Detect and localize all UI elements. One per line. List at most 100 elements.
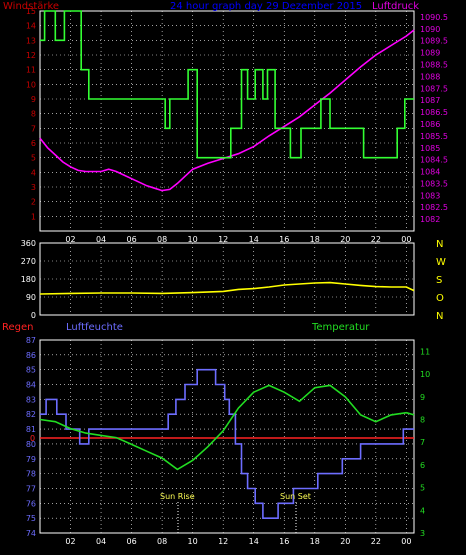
temperature-axis-label: Temperatur — [311, 322, 370, 333]
x-tick-label: 12 — [218, 537, 228, 546]
sunset-label: Sun Set — [280, 492, 311, 501]
x-tick-label: 22 — [371, 235, 381, 244]
y2-tick-label: 6 — [420, 461, 425, 470]
y2-tick-label: 1082.5 — [420, 203, 448, 212]
y-tick-label: 8 — [31, 110, 36, 119]
y2-tick-label: 10 — [420, 370, 430, 379]
y2-tick-label: 5 — [420, 484, 425, 493]
x-tick-label: 20 — [340, 537, 350, 546]
x-tick-label: 02 — [65, 235, 75, 244]
x-tick-label: 08 — [157, 537, 167, 546]
y-tick-label: 6 — [31, 139, 36, 148]
grid — [40, 242, 414, 316]
chart-title: 24 hour graph day 29 Dezember 2015 — [170, 1, 362, 12]
y-tick-label: 270 — [21, 257, 36, 266]
y-tick-label: 76 — [26, 499, 36, 508]
y-tick-label: 82 — [26, 410, 36, 419]
y2-tick-label: 8 — [420, 415, 425, 424]
y-tick-label: 85 — [26, 366, 36, 375]
y2-tick-label: 4 — [420, 506, 425, 515]
x-tick-label: 16 — [279, 537, 289, 546]
y-tick-label: 360 — [21, 239, 36, 248]
x-tick-label: 08 — [157, 235, 167, 244]
pressure-line — [39, 29, 415, 192]
y-tick-label: 87 — [26, 336, 36, 345]
y2-tick-label: 1083.5 — [420, 179, 448, 188]
y2-tick-label: 7 — [420, 438, 425, 447]
compass-tick-label: W — [436, 257, 446, 268]
direction-axis-ticks: 0 90 180 270 360 — [21, 239, 36, 320]
y-tick-label: 12 — [26, 51, 36, 60]
x-tick-label: 16 — [279, 235, 289, 244]
humidity-axis-ticks: 74 75 76 77 78 79 80 81 82 83 84 85 86 87 — [26, 336, 36, 538]
temperature-axis-ticks: 3 4 5 6 7 8 9 10 11 — [420, 347, 430, 538]
y-tick-label: 1 — [31, 212, 36, 221]
y-tick-label: 86 — [26, 351, 36, 360]
y2-tick-label: 1082 — [420, 215, 440, 224]
y2-tick-label: 1084 — [420, 168, 440, 177]
x-tick-label: 06 — [126, 537, 136, 546]
y2-tick-label: 3 — [420, 529, 425, 538]
y2-tick-label: 1089.5 — [420, 37, 448, 46]
y-tick-label: 10 — [26, 80, 36, 89]
y2-tick-label: 1084.5 — [420, 156, 448, 165]
y-tick-label: 79 — [26, 455, 36, 464]
y-tick-label: 9 — [31, 95, 36, 104]
humidity-axis-label: Luftfeuchte — [66, 322, 123, 333]
y2-tick-label: 1086.5 — [420, 108, 448, 117]
y2-tick-label: 1087 — [420, 96, 440, 105]
y-tick-label: 77 — [26, 484, 36, 493]
y-tick-label: 15 — [26, 7, 36, 16]
x-tick-label: 02 — [65, 537, 75, 546]
x-tick-label: 20 — [340, 235, 350, 244]
panel-frame — [39, 10, 415, 232]
x-tick-label: 14 — [249, 235, 259, 244]
x-tick-label: 10 — [188, 537, 198, 546]
x-tick-label: 10 — [188, 235, 198, 244]
pressure-axis-ticks: 1082 1082.5 1083 1083.5 1084 1084.5 1085 1085.5… — [420, 13, 448, 224]
y2-tick-label: 1083 — [420, 191, 440, 200]
y-tick-label: 80 — [26, 440, 36, 449]
x-tick-label: 22 — [371, 537, 381, 546]
y-tick-label: 74 — [26, 529, 36, 538]
y-tick-label: 84 — [26, 381, 36, 390]
y-tick-label: 2 — [31, 198, 36, 207]
pressure-axis-label: Luftdruck — [372, 1, 419, 12]
x-tick-label: 12 — [218, 235, 228, 244]
y2-tick-label: 1087.5 — [420, 84, 448, 93]
y2-tick-label: 1090.5 — [420, 13, 448, 22]
humidity-line — [40, 368, 414, 520]
y-tick-label: 75 — [26, 514, 36, 523]
time-axis-ticks: 02 04 06 08 10 12 14 16 18 20 22 00 — [65, 235, 411, 244]
y-tick-label: 7 — [31, 124, 36, 133]
y-tick-label: 3 — [31, 183, 36, 192]
y-tick-label: 13 — [26, 36, 36, 45]
temperature-line — [39, 384, 415, 471]
y2-tick-label: 1088.5 — [420, 61, 448, 70]
panel-frame — [39, 339, 415, 534]
wind-direction-line — [39, 281, 415, 295]
y2-tick-label: 1088 — [420, 72, 440, 81]
rain-axis-tick: 0 — [30, 434, 35, 443]
y-tick-label: 78 — [26, 470, 36, 479]
x-tick-label: 06 — [126, 235, 136, 244]
compass-tick-label: N — [436, 311, 443, 322]
x-tick-label: 00 — [401, 235, 411, 244]
x-tick-label: 18 — [310, 235, 320, 244]
y2-tick-label: 1089 — [420, 49, 440, 58]
x-tick-label: 14 — [249, 537, 259, 546]
time-axis-ticks: 02 04 06 08 10 12 14 16 18 20 22 00 — [65, 537, 411, 546]
y2-tick-label: 11 — [420, 347, 430, 356]
y-tick-label: 5 — [31, 154, 36, 163]
compass-tick-label: N — [436, 239, 443, 250]
y2-tick-label: 9 — [420, 393, 425, 402]
y2-tick-label: 1085.5 — [420, 132, 448, 141]
grid — [40, 339, 414, 534]
compass-tick-label: O — [436, 293, 444, 304]
